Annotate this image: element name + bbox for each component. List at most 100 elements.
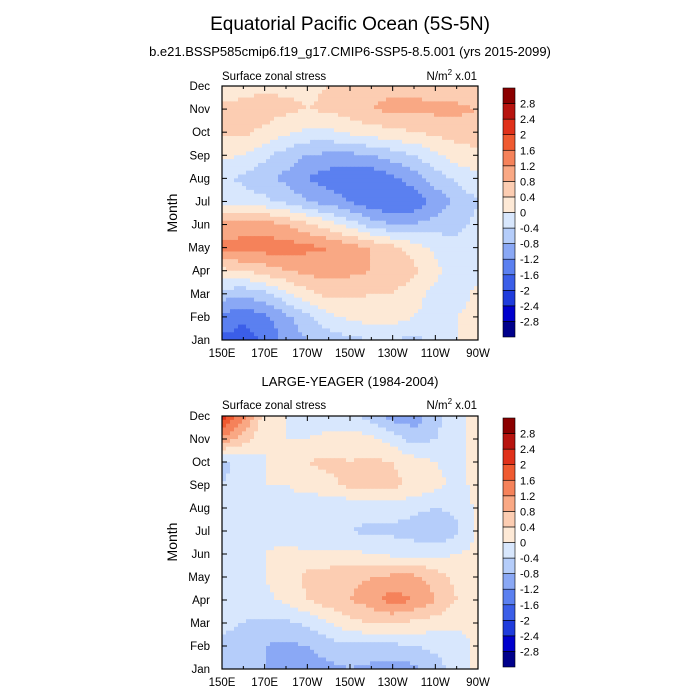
heatmap-cell xyxy=(274,209,279,214)
heatmap-cell xyxy=(398,93,403,99)
heatmap-cell xyxy=(322,243,327,249)
heatmap-cell xyxy=(302,305,307,310)
heatmap-cell xyxy=(426,136,431,141)
heatmap-cell xyxy=(430,224,435,229)
heatmap-cell xyxy=(290,309,295,314)
heatmap-cell xyxy=(414,251,419,256)
heatmap-cell xyxy=(298,128,303,133)
heatmap-cell xyxy=(414,109,419,114)
heatmap-cell xyxy=(442,332,447,337)
heatmap-cell xyxy=(466,139,471,145)
colorbar-label: 2 xyxy=(520,130,526,142)
heatmap-cell xyxy=(474,143,478,149)
heatmap-cell xyxy=(282,197,287,203)
heatmap-cell xyxy=(446,97,451,102)
heatmap-cell xyxy=(246,170,251,176)
heatmap-cell xyxy=(442,286,447,291)
heatmap-cell xyxy=(294,216,299,222)
heatmap-cell xyxy=(366,155,371,160)
heatmap-cell xyxy=(370,178,375,183)
heatmap-cell xyxy=(242,162,247,168)
heatmap-cell xyxy=(290,259,295,264)
heatmap-cell xyxy=(430,232,435,237)
heatmap-cell xyxy=(234,427,239,432)
heatmap-cell xyxy=(446,289,451,295)
heatmap-cell xyxy=(222,247,227,253)
heatmap-cell xyxy=(450,251,455,256)
heatmap-cell xyxy=(370,324,375,330)
heatmap-cell xyxy=(322,124,327,129)
heatmap-cell xyxy=(314,124,319,129)
heatmap-cell xyxy=(322,293,327,299)
heatmap-cell xyxy=(398,305,403,310)
heatmap-cell xyxy=(414,116,419,122)
heatmap-cell xyxy=(422,201,427,206)
heatmap-cell xyxy=(434,216,439,222)
heatmap-cell xyxy=(254,446,259,452)
heatmap-cell xyxy=(350,139,355,145)
heatmap-cell xyxy=(250,419,255,425)
heatmap-cell xyxy=(310,213,315,218)
heatmap-cell xyxy=(398,263,403,268)
heatmap-cell xyxy=(414,139,419,145)
heatmap-cell xyxy=(234,289,239,295)
heatmap-cell xyxy=(310,205,315,210)
heatmap-cell xyxy=(442,166,447,172)
heatmap-cell xyxy=(354,282,359,287)
heatmap-cell xyxy=(418,423,423,429)
heatmap-cell xyxy=(290,139,295,145)
heatmap-cell xyxy=(254,109,259,114)
heatmap-cell xyxy=(402,324,407,330)
heatmap-cell xyxy=(322,213,327,218)
heatmap-cell xyxy=(286,205,291,210)
heatmap-cell xyxy=(366,309,371,314)
heatmap-cell xyxy=(378,431,383,436)
heatmap-cell xyxy=(322,416,327,421)
heatmap-cell xyxy=(470,282,475,287)
heatmap-cell xyxy=(306,93,311,99)
heatmap-cell xyxy=(410,320,415,326)
heatmap-cell xyxy=(346,178,351,183)
heatmap-cell xyxy=(306,236,311,241)
heatmap-cell xyxy=(242,301,247,306)
x-axis: 150E 170E 170W 150W 130W 110W 90W xyxy=(209,86,490,360)
heatmap-cell xyxy=(434,251,439,256)
heatmap-cell xyxy=(294,263,299,268)
y-tick-label: Jan xyxy=(191,335,210,347)
heatmap-cell xyxy=(354,174,359,179)
heatmap-cell xyxy=(386,270,391,276)
heatmap-cell xyxy=(322,112,327,118)
heatmap-cell xyxy=(246,274,251,280)
heatmap-cell xyxy=(454,155,459,160)
heatmap-cell xyxy=(422,120,427,126)
heatmap-cell xyxy=(418,439,423,444)
heatmap-cell xyxy=(226,431,231,436)
heatmap-cell xyxy=(474,89,478,95)
heatmap-cell xyxy=(282,316,287,322)
heatmap-cell xyxy=(266,419,271,425)
heatmap-cell xyxy=(378,120,383,126)
heatmap-cell xyxy=(330,109,335,114)
heatmap-cell xyxy=(466,213,471,218)
heatmap-cell xyxy=(354,166,359,172)
heatmap-cell xyxy=(358,297,363,303)
heatmap-cell xyxy=(238,109,243,114)
heatmap-cell xyxy=(430,450,435,455)
heatmap-cell xyxy=(458,446,463,452)
heatmap-cell xyxy=(426,178,431,183)
heatmap-cell xyxy=(426,101,431,106)
heatmap-cell xyxy=(442,247,447,253)
heatmap-cell xyxy=(250,124,255,129)
heatmap-cell xyxy=(438,270,443,276)
heatmap-cell xyxy=(386,332,391,337)
heatmap-cell xyxy=(362,282,367,287)
heatmap-cell xyxy=(382,239,387,245)
heatmap-cell xyxy=(250,143,255,149)
heatmap-cell xyxy=(418,139,423,145)
heatmap-cell xyxy=(414,224,419,229)
heatmap-cell xyxy=(378,239,383,245)
heatmap-cell xyxy=(286,89,291,95)
heatmap-cell xyxy=(474,189,478,195)
heatmap-cell xyxy=(446,435,451,440)
heatmap-cell xyxy=(310,332,315,337)
